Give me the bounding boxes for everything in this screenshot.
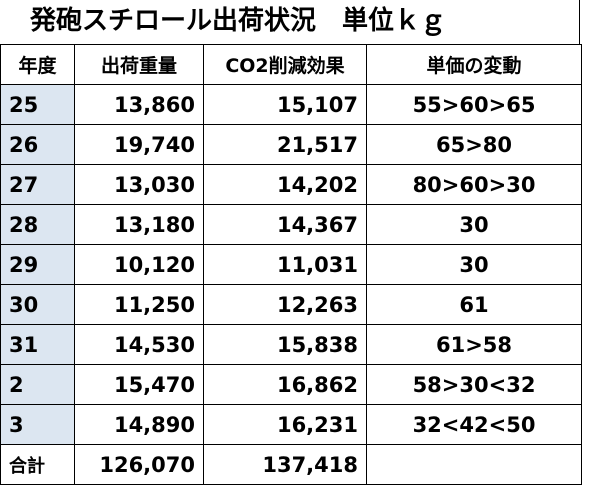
cell: 126,070 xyxy=(74,444,204,485)
cell: 出荷重量 xyxy=(74,44,204,85)
cell: 21,517 xyxy=(203,124,367,165)
cell: 16,231 xyxy=(203,404,367,445)
data-row: 3 14,890 16,231 32<42<50 xyxy=(0,404,582,445)
cell: 80>60>30 xyxy=(366,164,582,205)
cell: 28 xyxy=(0,204,75,245)
cell: 2 xyxy=(0,364,75,405)
table-body: 年度 出荷重量 CO2削減効果 単価の変動 25 13,860 15,107 55>60>65… xyxy=(0,44,582,485)
data-row: 29 10,120 11,031 30 xyxy=(0,244,582,285)
cell: 30 xyxy=(366,244,582,285)
data-row: 25 13,860 15,107 55>60>65 xyxy=(0,84,582,125)
cell: 65>80 xyxy=(366,124,582,165)
cell: 26 xyxy=(0,124,75,165)
cell: 15,838 xyxy=(203,324,367,365)
cell: 合計 xyxy=(0,444,75,485)
cell: 19,740 xyxy=(74,124,204,165)
cell: 14,890 xyxy=(74,404,204,445)
data-row: 27 13,030 14,202 80>60>30 xyxy=(0,164,582,205)
cell: 58>30<32 xyxy=(366,364,582,405)
total-row: 合計 126,070 137,418 xyxy=(0,444,582,485)
cell: 137,418 xyxy=(203,444,367,485)
cell: 14,367 xyxy=(203,204,367,245)
cell: 25 xyxy=(0,84,75,125)
cell: 15,470 xyxy=(74,364,204,405)
cell: 13,180 xyxy=(74,204,204,245)
data-row: 30 11,250 12,263 61 xyxy=(0,284,582,325)
title: 発砲スチロール出荷状況 単位ｋｇ xyxy=(0,0,580,44)
cell: 55>60>65 xyxy=(366,84,582,125)
data-row: 26 19,740 21,517 65>80 xyxy=(0,124,582,165)
shipment-table: 年度 出荷重量 CO2削減効果 単価の変動 25 13,860 15,107 55>60>65… xyxy=(0,44,582,485)
cell: 11,031 xyxy=(203,244,367,285)
cell xyxy=(366,444,582,485)
cell: 27 xyxy=(0,164,75,205)
data-row: 28 13,180 14,367 30 xyxy=(0,204,582,245)
header-row: 年度 出荷重量 CO2削減効果 単価の変動 xyxy=(0,44,582,85)
cell: 13,860 xyxy=(74,84,204,125)
cell: 30 xyxy=(366,204,582,245)
cell: 14,202 xyxy=(203,164,367,205)
cell: 29 xyxy=(0,244,75,285)
cell: 3 xyxy=(0,404,75,445)
cell: 31 xyxy=(0,324,75,365)
cell: 13,030 xyxy=(74,164,204,205)
data-row: 2 15,470 16,862 58>30<32 xyxy=(0,364,582,405)
cell: 61>58 xyxy=(366,324,582,365)
cell: 30 xyxy=(0,284,75,325)
cell: 61 xyxy=(366,284,582,325)
data-row: 31 14,530 15,838 61>58 xyxy=(0,324,582,365)
cell: 16,862 xyxy=(203,364,367,405)
cell: 14,530 xyxy=(74,324,204,365)
cell: 11,250 xyxy=(74,284,204,325)
cell: 単価の変動 xyxy=(366,44,582,85)
cell: 15,107 xyxy=(203,84,367,125)
cell: 12,263 xyxy=(203,284,367,325)
cell: CO2削減効果 xyxy=(203,44,367,85)
cell: 32<42<50 xyxy=(366,404,582,445)
cell: 年度 xyxy=(0,44,75,85)
cell: 10,120 xyxy=(74,244,204,285)
